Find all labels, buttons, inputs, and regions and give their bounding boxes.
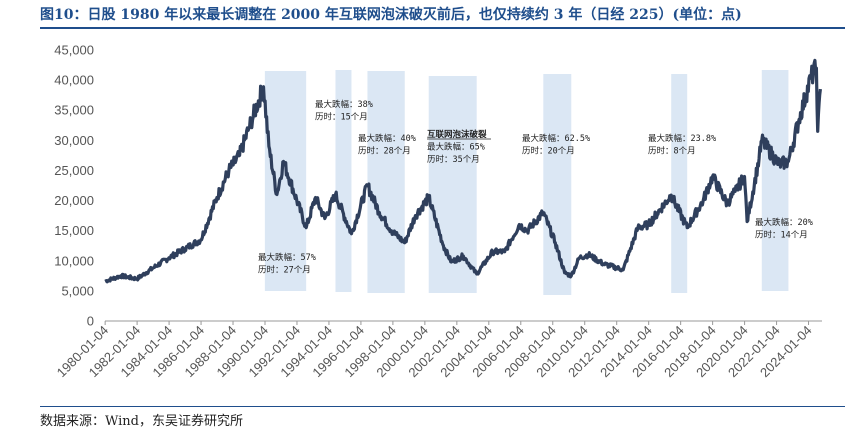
annotation-4-line-1: 互联网泡沫破裂 — [427, 129, 487, 140]
y-tick-label: 20,000 — [54, 193, 94, 208]
y-tick-label: 25,000 — [54, 163, 94, 178]
shaded-period-4 — [428, 76, 477, 293]
annotation-1-line-2: 历时：27个月 — [258, 265, 311, 276]
annotation-1-line-1: 最大跌幅：57% — [258, 252, 316, 263]
annotation-2-line-1: 最大跌幅：38% — [315, 99, 373, 110]
annotation-5-line-2: 历时：20个月 — [522, 146, 575, 157]
annotation-3-line-1: 最大跌幅：40% — [358, 133, 416, 144]
annotation-4-line-3: 历时：35个月 — [427, 154, 480, 165]
y-tick-label: 30,000 — [54, 133, 94, 148]
shaded-period-1 — [264, 71, 307, 291]
y-tick-label: 45,000 — [54, 43, 94, 58]
x-axis: 1980-01-041982-01-041984-01-041986-01-04… — [54, 320, 822, 380]
y-tick-label: 5,000 — [61, 283, 94, 298]
annotation-7-line-1: 最大跌幅：20% — [755, 217, 813, 228]
shaded-period-2 — [335, 70, 352, 292]
shaded-period-3 — [367, 71, 405, 293]
footer-divider — [40, 406, 845, 407]
annotation-4-line-2: 最大跌幅：65% — [427, 142, 485, 153]
annotation-5-line-1: 最大跌幅：62.5% — [522, 133, 590, 144]
annotation-6-line-1: 最大跌幅：23.8% — [648, 133, 716, 144]
chart-title: 图10：日股 1980 年以来最长调整在 2000 年互联网泡沫破灭前后，也仅持… — [40, 7, 742, 23]
series-layer — [104, 58, 822, 284]
shaded-period-6 — [671, 74, 688, 293]
y-tick-label: 10,000 — [54, 253, 94, 268]
y-axis: 0 5,000 10,000 15,000 20,000 25,000 30,000 35,0… — [54, 43, 94, 329]
annotation-6-line-2: 历时：8个月 — [648, 146, 696, 157]
annotation-3-line-2: 历时：28个月 — [358, 146, 411, 157]
y-tick-label: 40,000 — [54, 73, 94, 88]
y-tick-label: 0 — [87, 314, 94, 329]
annotation-7-line-2: 历时：14个月 — [755, 230, 808, 241]
annotation-2-line-2: 历时：15个月 — [315, 112, 368, 123]
decline-period-shades — [264, 70, 789, 295]
y-tick-label: 15,000 — [54, 223, 94, 238]
shaded-period-7 — [761, 70, 789, 291]
source-note: 数据来源：Wind，东吴证券研究所 — [40, 414, 243, 429]
y-tick-label: 35,000 — [54, 103, 94, 118]
series-line-nikkei — [104, 58, 822, 284]
title-divider — [40, 27, 845, 29]
shaded-period-5 — [543, 74, 572, 295]
